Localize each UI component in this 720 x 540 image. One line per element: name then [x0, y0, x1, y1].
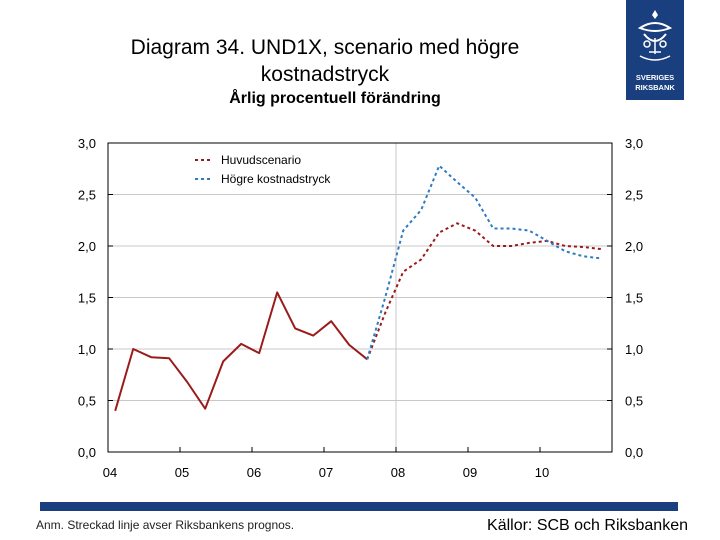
riksbank-logo: SVERIGES RIKSBANK — [626, 0, 684, 100]
title-line-2: kostnadstryck — [260, 63, 390, 86]
legend: Huvudscenario Högre kostnadstryck — [195, 153, 331, 186]
x-tick-label: 10 — [535, 465, 549, 480]
y-tick-label-left: 2,0 — [78, 239, 96, 254]
y-tick-label-left: 1,5 — [78, 291, 96, 306]
y-tick-label-right: 1,0 — [625, 342, 643, 357]
y-tick-label-right: 1,5 — [625, 291, 643, 306]
y-tick-label-right: 2,5 — [625, 188, 643, 203]
x-tick-label: 04 — [103, 465, 117, 480]
series-line-2 — [366, 222, 602, 360]
logo-text-2: RIKSBANK — [635, 83, 675, 92]
logo-text-1: SVERIGES — [636, 73, 674, 82]
chart-title: Diagram 34. UND1X, scenario med högre ko… — [60, 34, 590, 88]
grid-layer — [108, 143, 612, 452]
x-tick-label: 06 — [247, 465, 261, 480]
series-line-3 — [366, 164, 602, 360]
line-chart: 0,0 0,0 0,5 0,5 1,0 1,0 1,5 1,5 2,0 2,0 2,5 2,5 3,0 3… — [78, 136, 643, 480]
source-text: Källor: SCB och Riksbanken — [487, 517, 688, 534]
y-tick-label-right: 0,5 — [625, 394, 643, 409]
riksbank-crest-icon: SVERIGES RIKSBANK — [635, 10, 675, 92]
y-tick-label-right: 0,0 — [625, 445, 643, 460]
y-tick-label-left: 2,5 — [78, 188, 96, 203]
axis-layer: 0,0 0,0 0,5 0,5 1,0 1,0 1,5 1,5 2,0 2,0 2,5 2,5 3,0 3… — [78, 136, 643, 480]
x-tick-label: 08 — [391, 465, 405, 480]
y-tick-label-left: 0,0 — [78, 445, 96, 460]
chart-subtitle: Årlig procentuell förändring — [229, 90, 441, 107]
x-tick-label: 07 — [319, 465, 333, 480]
footer-rule — [40, 502, 678, 511]
y-tick-label-right: 3,0 — [625, 136, 643, 151]
series-layer — [114, 164, 602, 412]
legend-label: Högre kostnadstryck — [221, 172, 331, 186]
series-line-1 — [114, 291, 368, 412]
legend-label: Huvudscenario — [221, 153, 301, 167]
x-tick-label: 05 — [175, 465, 189, 480]
y-tick-label-left: 0,5 — [78, 394, 96, 409]
y-tick-label-left: 3,0 — [78, 136, 96, 151]
x-tick-label: 09 — [463, 465, 477, 480]
footnote: Anm. Streckad linje avser Riksbankens pr… — [36, 518, 295, 532]
y-tick-label-left: 1,0 — [78, 342, 96, 357]
y-tick-label-right: 2,0 — [625, 239, 643, 254]
title-line-1: Diagram 34. UND1X, scenario med högre — [130, 36, 520, 59]
